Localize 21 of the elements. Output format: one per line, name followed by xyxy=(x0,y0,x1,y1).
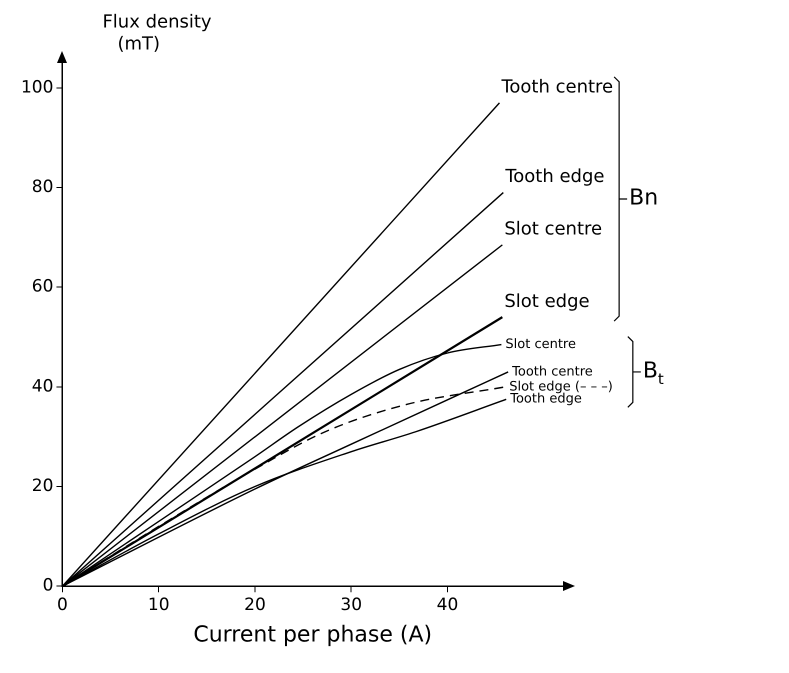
y-tick-label: 0 xyxy=(42,576,54,596)
x-axis-title: Current per phase (A) xyxy=(193,622,432,648)
y-tick-label: 60 xyxy=(32,276,54,297)
series-label: Slot edge xyxy=(504,290,590,312)
x-tick-label: 40 xyxy=(436,594,458,615)
series-label: Tooth centre xyxy=(500,76,614,98)
series-label: Tooth edge xyxy=(509,392,582,407)
series-label: Slot centre xyxy=(505,336,576,352)
x-tick-label: 0 xyxy=(57,594,68,615)
y-tick-label: 100 xyxy=(20,77,54,98)
y-axis-title: Flux density (mT) xyxy=(102,12,212,55)
x-tick-label: 10 xyxy=(148,594,170,615)
x-tick-label: 20 xyxy=(244,594,266,615)
x-tick-label: 30 xyxy=(340,594,362,615)
text: Bn xyxy=(629,186,658,211)
series-label: Tooth centre xyxy=(511,364,593,380)
y-tick-label: 80 xyxy=(32,176,54,197)
y-tick-label: 20 xyxy=(32,476,54,496)
series-label: Slot centre xyxy=(504,218,602,240)
series-label: Tooth edge xyxy=(504,166,604,188)
y-tick-label: 40 xyxy=(32,376,54,396)
